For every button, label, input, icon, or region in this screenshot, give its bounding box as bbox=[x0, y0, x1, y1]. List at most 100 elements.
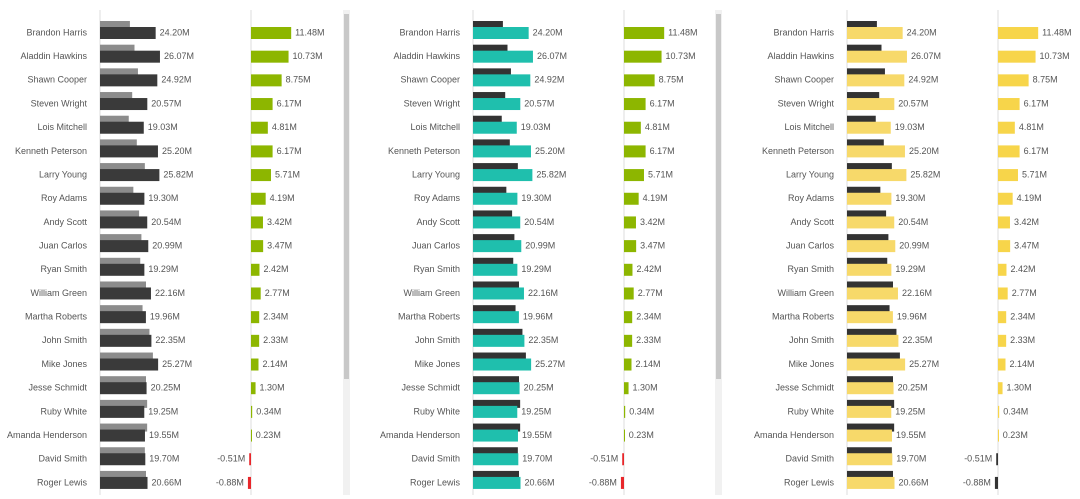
actual-bar bbox=[473, 216, 521, 229]
variance-bar bbox=[624, 429, 625, 442]
value-label: 24.92M bbox=[161, 75, 191, 85]
target-bar bbox=[473, 399, 521, 408]
actual-bar bbox=[100, 98, 148, 111]
value-label: 25.20M bbox=[162, 146, 192, 156]
actual-bar bbox=[473, 192, 518, 205]
actual-bar bbox=[847, 169, 907, 182]
actual-bar bbox=[473, 476, 521, 489]
value-label: 19.55M bbox=[896, 430, 926, 440]
value-label: 19.29M bbox=[521, 264, 551, 274]
variance-bar bbox=[251, 429, 252, 442]
row-name: Juan Carlos bbox=[39, 240, 88, 250]
target-bar bbox=[473, 139, 510, 148]
target-bar bbox=[473, 115, 502, 124]
target-bar bbox=[847, 210, 887, 219]
target-bar bbox=[473, 257, 514, 266]
actual-bar bbox=[847, 145, 905, 158]
variance-bar bbox=[251, 311, 260, 324]
value-label: 22.35M bbox=[528, 335, 558, 345]
actual-bar bbox=[100, 476, 148, 489]
value-label: 19.96M bbox=[523, 312, 553, 322]
variance-label: 4.19M bbox=[1017, 193, 1042, 203]
value-label: 20.54M bbox=[151, 217, 181, 227]
variance-label: 6.17M bbox=[650, 146, 675, 156]
variance-bar bbox=[249, 453, 251, 466]
target-bar bbox=[847, 186, 881, 195]
value-label: 26.07M bbox=[537, 51, 567, 61]
row-name: Ruby White bbox=[413, 406, 460, 416]
variance-bar bbox=[251, 121, 268, 134]
variance-label: 0.23M bbox=[256, 430, 281, 440]
actual-bar bbox=[847, 334, 899, 347]
row-name: Roy Adams bbox=[788, 193, 835, 203]
actual-bar bbox=[847, 476, 895, 489]
variance-label: 0.23M bbox=[629, 430, 654, 440]
variance-bar bbox=[998, 240, 1011, 253]
target-bar bbox=[847, 257, 888, 266]
variance-label: 0.34M bbox=[1003, 406, 1028, 416]
row-name: Lois Mitchell bbox=[37, 122, 87, 132]
actual-bar bbox=[473, 263, 518, 276]
variance-bar bbox=[624, 216, 636, 229]
row-name: Roy Adams bbox=[414, 193, 461, 203]
value-label: 22.35M bbox=[155, 335, 185, 345]
actual-bar bbox=[847, 98, 895, 111]
variance-bar bbox=[624, 334, 633, 347]
variance-label: -0.51M bbox=[964, 454, 992, 464]
target-bar bbox=[100, 21, 130, 29]
target-bar bbox=[473, 470, 519, 479]
actual-bar bbox=[473, 429, 518, 442]
variance-label: 8.75M bbox=[1033, 75, 1058, 85]
variance-label: 2.33M bbox=[1010, 335, 1035, 345]
variance-label: 1.30M bbox=[260, 383, 285, 393]
variance-bar bbox=[624, 192, 639, 205]
actual-bar bbox=[100, 74, 158, 87]
target-bar bbox=[100, 163, 145, 172]
row-name: Amanda Henderson bbox=[7, 430, 87, 440]
row-name: Martha Roberts bbox=[398, 312, 461, 322]
actual-bar bbox=[473, 334, 525, 347]
variance-label: 2.77M bbox=[1012, 288, 1037, 298]
row-name: John Smith bbox=[42, 335, 87, 345]
row-name: Ruby White bbox=[787, 406, 834, 416]
value-label: 20.66M bbox=[525, 477, 555, 487]
target-bar bbox=[847, 423, 895, 432]
value-label: 20.99M bbox=[525, 240, 555, 250]
variance-bar bbox=[251, 145, 273, 158]
target-bar bbox=[100, 470, 146, 479]
row-name: William Green bbox=[777, 288, 834, 298]
variance-label: -0.88M bbox=[589, 477, 617, 487]
variance-label: 6.17M bbox=[650, 98, 675, 108]
target-bar bbox=[847, 115, 876, 124]
value-label: 20.66M bbox=[899, 477, 929, 487]
row-name: Steven Wright bbox=[404, 98, 461, 108]
variance-bar bbox=[998, 98, 1020, 111]
target-bar bbox=[847, 163, 892, 172]
scrollbar-thumb[interactable] bbox=[344, 14, 349, 379]
value-label: 20.57M bbox=[151, 98, 181, 108]
scrollbar-thumb[interactable] bbox=[716, 14, 721, 379]
variance-label: 2.77M bbox=[265, 288, 290, 298]
row-name: Larry Young bbox=[412, 169, 460, 179]
variance-bar bbox=[998, 287, 1008, 300]
variance-bar bbox=[251, 74, 282, 87]
variance-label: 1.30M bbox=[633, 383, 658, 393]
variance-label: 5.71M bbox=[1022, 169, 1047, 179]
value-label: 19.70M bbox=[522, 454, 552, 464]
target-bar bbox=[473, 186, 507, 195]
target-bar bbox=[100, 257, 141, 266]
variance-label: 2.34M bbox=[263, 312, 288, 322]
variance-bar bbox=[251, 98, 273, 111]
row-name: Brandon Harris bbox=[773, 27, 834, 37]
actual-bar bbox=[847, 240, 896, 253]
value-label: 26.07M bbox=[164, 51, 194, 61]
row-name: Brandon Harris bbox=[26, 27, 87, 37]
actual-bar bbox=[100, 263, 145, 276]
variance-bar bbox=[251, 358, 259, 371]
actual-bar bbox=[473, 74, 531, 87]
row-name: Ryan Smith bbox=[787, 264, 834, 274]
row-name: Shawn Cooper bbox=[400, 75, 460, 85]
actual-bar bbox=[847, 429, 892, 442]
value-label: 25.82M bbox=[536, 169, 566, 179]
row-name: William Green bbox=[30, 288, 87, 298]
